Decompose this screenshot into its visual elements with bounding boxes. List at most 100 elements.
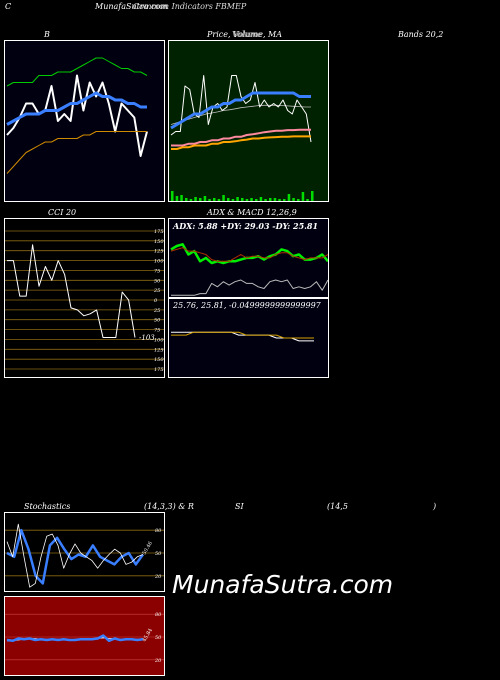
panel-background <box>5 513 164 591</box>
adx-panel: ADX: 5.88 +DY: 29.03 -DY: 25.81 <box>168 218 329 298</box>
panel-background <box>5 41 164 201</box>
volume-bar <box>171 191 174 201</box>
rsi-tick-label: 80 <box>155 612 162 618</box>
cci-tick-label: 100 <box>154 259 164 265</box>
cci-tick-label: 0 <box>154 298 158 304</box>
upper-band-line <box>6 57 148 87</box>
volume-bar <box>264 199 267 201</box>
volume-bar <box>269 198 272 201</box>
panel-background <box>5 597 164 675</box>
cci-tick-label: 75 <box>154 328 160 334</box>
stoch-k-line <box>6 528 145 585</box>
cci-last-value: -103 <box>139 334 155 342</box>
cci-tick-label: 150 <box>154 239 164 245</box>
rsi-tick-label: 50 <box>155 635 162 641</box>
volume-bar <box>194 197 197 201</box>
cci-tick-label: 25 <box>153 288 160 294</box>
volume-bar <box>180 195 183 201</box>
rsi-panel: 80 50 20 45.84 <box>4 596 165 676</box>
cci-line <box>7 244 136 338</box>
volume-bar <box>283 199 286 201</box>
price-line <box>6 74 148 157</box>
volume-bar <box>259 197 263 201</box>
macd-chart <box>169 299 328 377</box>
volume-overlay-label: Volume <box>232 30 262 39</box>
stoch-tick-label: 20 <box>154 574 162 580</box>
rsi-tick-label: 20 <box>154 658 162 664</box>
volume-bar <box>231 199 235 201</box>
bollinger-panel <box>4 40 165 202</box>
volume-bar <box>241 198 244 201</box>
volume-bar <box>297 199 300 201</box>
volume-bar <box>185 198 188 201</box>
cci-tick-label: 175 <box>154 229 164 235</box>
volume-bar <box>213 198 216 201</box>
volume-bar <box>287 194 291 201</box>
price-panel <box>168 40 329 202</box>
bollinger-chart <box>5 41 164 201</box>
volume-bar <box>292 198 295 201</box>
cci-tick-label: 50 <box>154 318 161 324</box>
stoch-tick-label: 50 <box>155 551 162 557</box>
volume-bar <box>250 198 253 201</box>
rsi-line <box>6 634 144 643</box>
site-title: MunafaSutra.com <box>95 2 168 11</box>
volume-bar <box>273 198 277 201</box>
c-label: C <box>5 2 12 11</box>
bollinger-title: B <box>44 30 50 39</box>
cci-tick-label: 75 <box>154 268 160 274</box>
volume-bar <box>227 198 230 201</box>
volume-bar <box>208 199 211 201</box>
volume-bar <box>236 197 239 201</box>
minus-di-line <box>170 247 328 262</box>
middle-band-line <box>6 91 147 126</box>
cci-tick-label: 125 <box>154 347 164 353</box>
price-title: Price, Volume, MA <box>207 30 283 39</box>
adx-macd-title: ADX & MACD 12,26,9 <box>207 208 297 217</box>
macd-signal-line <box>171 331 314 339</box>
watermark: MunafaSutra.com <box>172 570 394 599</box>
ma-line-grey <box>170 104 311 125</box>
stoch-d-line <box>6 523 144 588</box>
volume-bar <box>245 199 249 201</box>
volume-bar <box>189 199 193 201</box>
bands-title: Bands 20,2 <box>398 30 444 39</box>
cci-panel: 175 150 125 100 75 50 25 0 25 50 75 100 125 150 175 -10… <box>4 218 165 378</box>
cci-tick-label: 150 <box>154 357 164 363</box>
volume-bar <box>217 199 221 201</box>
panel-background <box>169 41 328 201</box>
rsi-params: (14,5 <box>327 502 348 511</box>
cci-title: CCI 20 <box>48 208 77 217</box>
stochastics-params: (14,3,3) & R <box>144 502 194 511</box>
adx-readout: ADX: 5.88 +DY: 29.03 -DY: 25.81 <box>173 221 319 231</box>
adx-line <box>171 279 328 296</box>
volume-bar <box>301 192 305 201</box>
page-title: Common Indicators FBMEP <box>133 2 247 11</box>
stochastics-panel: 80 50 20 50.46 <box>4 512 165 592</box>
cci-chart: 175 150 125 100 75 50 25 0 25 50 75 100 125 150 175 -10… <box>5 219 164 377</box>
adx-chart <box>169 219 328 297</box>
volume-bar <box>278 199 281 201</box>
stochastics-title: Stochastics <box>24 502 71 511</box>
panel-background <box>5 219 164 377</box>
macd-panel: 25.76, 25.81, -0.0499999999999997 <box>168 298 329 378</box>
volume-bar <box>306 199 309 201</box>
cci-tick-label: 100 <box>154 337 164 343</box>
cci-tick-label: 50 <box>154 278 161 284</box>
volume-bar <box>311 191 314 201</box>
cci-tick-label: 125 <box>154 249 164 255</box>
cci-tick-label: 25 <box>153 308 160 314</box>
rsi-close-paren: ) <box>433 502 437 511</box>
plus-di-line <box>170 243 328 265</box>
stoch-tick-label: 80 <box>155 528 162 534</box>
volume-bar <box>175 196 179 201</box>
volume-bar <box>222 195 225 201</box>
volume-bar <box>255 199 258 201</box>
cci-tick-label: 175 <box>154 367 164 373</box>
price-chart <box>169 41 328 201</box>
volume-bar <box>199 198 202 201</box>
lower-band-line <box>6 131 147 174</box>
rsi-si-label: SI <box>235 502 244 511</box>
